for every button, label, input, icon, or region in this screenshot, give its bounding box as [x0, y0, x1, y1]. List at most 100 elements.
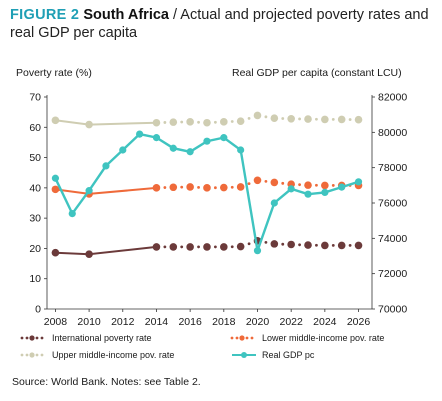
gdp-legend-marker: [241, 352, 247, 358]
left-tick-label: 60: [29, 122, 41, 134]
left-tick-label: 30: [29, 213, 41, 225]
international-projected-link: [247, 242, 251, 246]
upper-middle-projected-point: [236, 117, 245, 126]
lower-middle-projected-point: [203, 184, 211, 192]
gdp-point: [169, 144, 177, 152]
right-tick-label: 72000: [378, 268, 407, 280]
upper-middle-projected-link: [264, 115, 268, 119]
upper-middle-projected-point: [304, 115, 312, 123]
upper-middle-projected-point: [287, 115, 295, 123]
figure-label: FIGURE 2: [10, 7, 80, 23]
lower-middle-point: [152, 184, 161, 192]
upper-middle-legend-marker: [35, 353, 39, 357]
international-projected-link: [315, 243, 318, 247]
left-tick-label: 10: [29, 273, 41, 285]
upper-middle-legend-marker: [29, 352, 35, 358]
x-tick-label: 2022: [279, 316, 303, 328]
upper-middle-point: [85, 120, 93, 129]
upper-middle-projected-point: [220, 118, 228, 126]
lower-middle-actual-line: [55, 186, 157, 195]
gdp-point: [270, 199, 278, 207]
international-projected-link: [348, 244, 352, 247]
gdp-point: [186, 148, 194, 156]
international-projected-link: [331, 244, 335, 247]
lower-middle-projected-point: [169, 183, 178, 192]
gdp-point: [85, 187, 93, 195]
lower-middle-projected-link: [264, 179, 268, 183]
axes-layer: 0 10 20 30 40 50 60 70 70000 72000 74000 76000 78000…: [29, 92, 407, 329]
international-legend-marker: [25, 336, 29, 340]
upper-middle-legend-marker: [40, 353, 44, 357]
right-tick-label: 70000: [378, 304, 407, 316]
lower-middle-projected-link: [180, 185, 184, 189]
x-tick-label: 2020: [246, 316, 270, 328]
upper-middle-projected-point: [186, 118, 194, 126]
lower-middle-projected-point: [304, 181, 312, 189]
international-actual-line: [55, 245, 157, 256]
lower-middle-projected-point: [270, 178, 279, 187]
lower-middle-legend-label: Lower middle-income pov. rate: [262, 333, 384, 343]
international-projected-link: [197, 245, 200, 249]
gdp-point: [321, 188, 329, 196]
lower-middle-projected-link: [230, 185, 234, 189]
upper-middle-projected-point: [321, 115, 329, 124]
figure-title: FIGURE 2 South Africa / Actual and proje…: [10, 6, 435, 42]
upper-middle-point: [51, 116, 60, 125]
gdp-point: [51, 174, 60, 182]
upper-middle-legend-marker: [25, 353, 29, 357]
international-projected-point: [169, 243, 178, 251]
international-projected-point: [203, 243, 211, 251]
lower-middle-projected-point: [321, 181, 329, 190]
x-tick-label: 2008: [44, 316, 68, 328]
international-projected-point: [186, 243, 194, 251]
upper-middle-projected-point: [337, 115, 346, 124]
international-projected-link: [264, 240, 268, 244]
upper-middle-projected-link: [298, 117, 301, 121]
gdp-point: [338, 183, 346, 191]
x-tick-label: 2010: [77, 316, 101, 328]
international-projected-point: [304, 241, 312, 249]
international-point: [152, 243, 161, 251]
gdp-point: [237, 146, 245, 154]
x-tick-label: 2012: [111, 316, 135, 328]
international-projected-point: [337, 241, 346, 250]
gdp-point: [102, 162, 110, 170]
lower-middle-projected-point: [253, 176, 262, 185]
upper-middle-projected-link: [331, 118, 335, 121]
upper-middle-legend-label: Upper middle-income pov. rate: [52, 350, 174, 360]
right-tick-label: 74000: [378, 233, 407, 245]
gdp-point: [304, 190, 312, 198]
gdp-legend-label: Real GDP pc: [262, 350, 315, 360]
lower-middle-projected-link: [213, 186, 217, 190]
x-tick-label: 2024: [313, 316, 337, 328]
lower-middle-projected-link: [281, 181, 285, 185]
international-projected-link: [230, 245, 234, 249]
left-tick-label: 70: [29, 92, 41, 104]
source-note: Source: World Bank. Notes: see Table 2.: [12, 376, 201, 388]
international-projected-point: [321, 241, 329, 250]
international-projected-point: [220, 243, 228, 251]
lower-middle-point: [51, 185, 60, 194]
international-projected-point: [270, 240, 279, 248]
upper-middle-projected-link: [230, 120, 234, 123]
international-projected-link: [298, 243, 301, 247]
international-projected-link: [213, 245, 217, 249]
international-projected-point: [354, 241, 363, 250]
lower-middle-projected-link: [247, 182, 251, 186]
lower-middle-projected-link: [197, 186, 200, 189]
figure-subtitle: / Actual and projected poverty rates and…: [10, 7, 429, 41]
upper-middle-projected-link: [180, 120, 184, 124]
lower-middle-projected-link: [315, 183, 318, 187]
international-projected-link: [281, 242, 285, 246]
gdp-point: [287, 185, 295, 193]
left-tick-label: 0: [35, 304, 41, 316]
international-projected-link: [180, 245, 184, 249]
lower-middle-projected-point: [220, 183, 228, 192]
right-axis-title: Real GDP per capita (constant LCU): [232, 67, 402, 79]
upper-middle-legend-marker: [20, 353, 24, 357]
upper-middle-projected-link: [197, 120, 200, 124]
lower-middle-legend-marker: [250, 336, 254, 340]
upper-middle-projected-link: [163, 121, 167, 124]
upper-middle-projected-point: [354, 115, 363, 124]
upper-middle-projected-point: [270, 114, 279, 122]
